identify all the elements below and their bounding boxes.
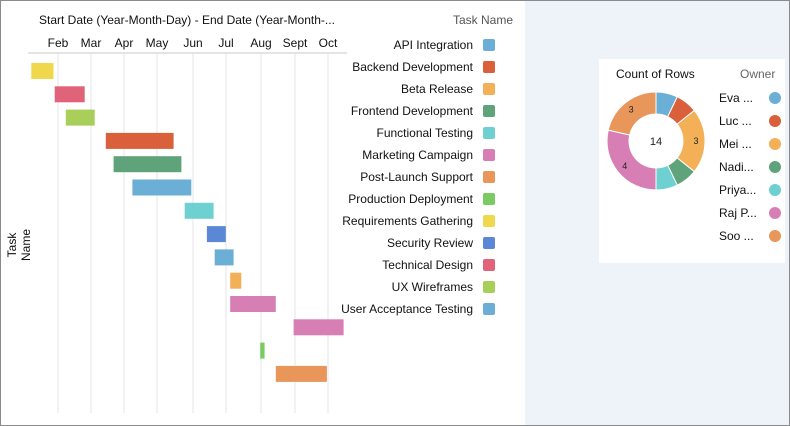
month-tick-label: Jul [218,36,234,50]
legend-item[interactable]: UX Wireframes [392,279,495,295]
owner-legend-dot [769,230,781,242]
legend-swatch [483,303,495,315]
legend-item[interactable]: Post-Launch Support [360,169,495,185]
legend-item[interactable]: API Integration [394,37,495,53]
legend-swatch [483,39,495,51]
month-tick-label: May [145,36,169,50]
owner-legend-item[interactable]: Priya... [719,182,781,198]
owner-legend-item[interactable]: Nadi... [719,159,781,175]
legend-item[interactable]: User Acceptance Testing [341,301,495,317]
legend-item[interactable]: Production Deployment [348,191,495,207]
legend-swatch [483,193,495,205]
donut-data-label: 3 [693,136,698,146]
donut-data-label: 3 [629,105,634,115]
legend-item[interactable]: Technical Design [382,257,495,273]
owner-legend-dot [769,161,781,173]
owner-legend-label: Soo ... [719,229,754,243]
legend-swatch [483,237,495,249]
owner-legend-label: Priya... [719,183,757,197]
owner-legend-dot [769,207,781,219]
owner-legend-item[interactable]: Mei ... [719,136,781,152]
owner-legend-dot [769,184,781,196]
month-tick-label: Aug [250,36,272,50]
owner-legend-item[interactable]: Soo ... [719,228,781,244]
legend-label: API Integration [393,38,473,52]
month-tick-label: Apr [114,36,134,50]
donut-center-total: 14 [650,136,662,148]
legend-label: Frontend Development [350,104,473,118]
donut-slice[interactable] [607,91,657,136]
legend-swatch [483,127,495,139]
month-tick-label: Sept [282,36,308,50]
legend-item[interactable]: Security Review [387,235,495,251]
month-tick-label: Feb [47,36,69,50]
legend-label: UX Wireframes [391,280,473,294]
donut-slice[interactable] [606,129,657,191]
owner-legend-item[interactable]: Raj P... [719,205,781,221]
legend-label: Production Deployment [348,192,473,206]
legend-label: Beta Release [400,82,473,96]
legend-label: Post-Launch Support [360,170,473,184]
legend-item[interactable]: Backend Development [352,59,495,75]
legend-label: Security Review [386,236,473,250]
legend-swatch [483,105,495,117]
legend-swatch [483,259,495,271]
owner-legend-dot [769,115,781,127]
legend-label: Technical Design [382,258,473,272]
owner-legend-label: Raj P... [719,206,757,220]
legend-swatch [483,215,495,227]
legend-swatch [483,83,495,95]
legend-label: Backend Development [352,60,473,74]
legend-label: Functional Testing [376,126,473,140]
legend-item[interactable]: Functional Testing [376,125,495,141]
owner-legend-item[interactable]: Eva ... [719,90,781,106]
owner-legend-label: Eva ... [719,91,754,105]
legend-label: User Acceptance Testing [341,302,473,316]
donut-title: Count of Rows [616,67,695,81]
legend-label: Marketing Campaign [362,148,473,162]
legend-swatch [483,171,495,183]
legend-item[interactable]: Beta Release [401,81,495,97]
legend-swatch [483,149,495,161]
donut-data-label: 4 [622,161,627,171]
owner-legend-label: Luc ... [719,114,752,128]
owner-legend-item[interactable]: Luc ... [719,113,781,129]
legend-swatch [483,281,495,293]
owner-legend-label: Nadi... [719,160,754,174]
owner-legend-dot [769,138,781,150]
month-tick-label: Mar [80,36,102,50]
month-tick-label: Jun [183,36,203,50]
owner-legend-dot [769,92,781,104]
owner-legend-title: Owner [740,67,776,81]
legend-item[interactable]: Marketing Campaign [362,147,495,163]
legend-title: Task Name [453,13,514,27]
gantt-title: Start Date (Year-Month-Day) - End Date (… [39,13,335,27]
legend-label: Requirements Gathering [342,214,473,228]
legend-item[interactable]: Frontend Development [351,103,495,119]
month-tick-label: Oct [318,36,338,50]
legend-item[interactable]: Requirements Gathering [342,213,495,229]
owner-legend-label: Mei ... [719,137,752,151]
legend-swatch [483,61,495,73]
